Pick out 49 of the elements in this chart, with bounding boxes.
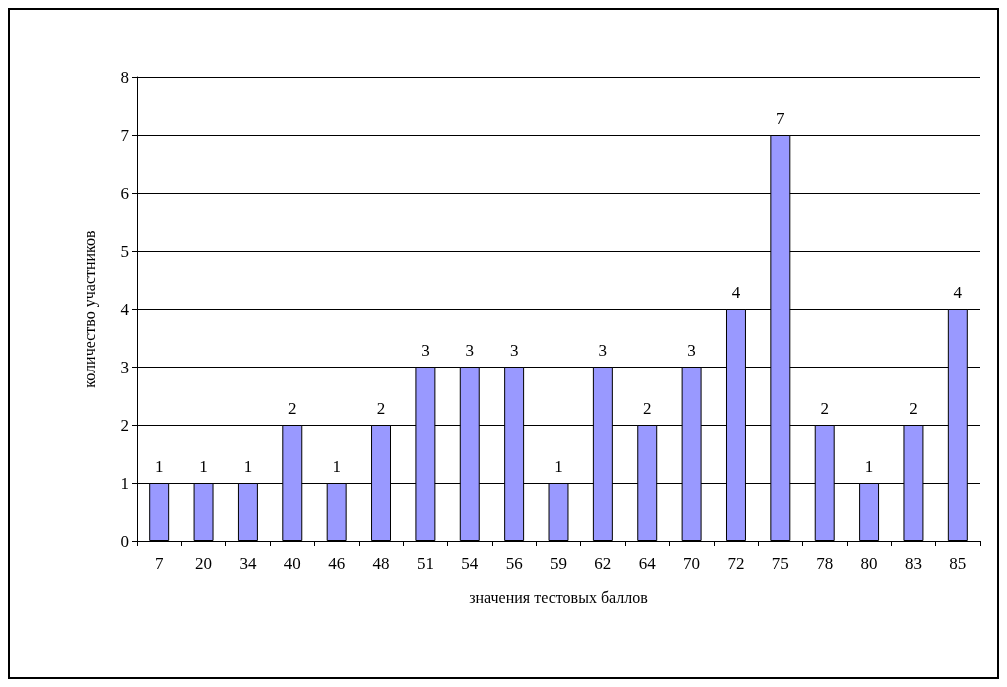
y-tick-label: 2 — [120, 415, 129, 435]
x-tick-label: 83 — [904, 554, 922, 573]
x-tick-label: 7 — [154, 554, 164, 573]
y-tick-label: 3 — [120, 357, 129, 377]
data-label: 3 — [598, 341, 608, 360]
y-axis-title: количество участников — [80, 229, 99, 388]
x-tick-label: 59 — [550, 554, 567, 573]
data-label: 2 — [909, 399, 918, 418]
data-label: 1 — [243, 457, 253, 476]
data-label: 2 — [288, 399, 297, 418]
data-label: 3 — [465, 341, 475, 360]
x-tick-label: 62 — [594, 554, 612, 573]
data-label: 3 — [509, 341, 519, 360]
data-label: 1 — [154, 457, 164, 476]
x-tick-label: 20 — [195, 554, 213, 573]
data-label: 1 — [332, 457, 341, 476]
data-label: 1 — [864, 457, 874, 476]
y-tick-label: 4 — [120, 299, 130, 319]
y-tick-label: 7 — [120, 125, 130, 145]
data-label: 3 — [687, 341, 696, 360]
data-label: 1 — [199, 457, 208, 476]
data-label: 2 — [642, 399, 652, 418]
x-tick-label: 46 — [328, 554, 346, 573]
y-tick-label: 0 — [120, 531, 129, 551]
y-tick-label: 6 — [120, 183, 129, 203]
x-tick-label: 78 — [816, 554, 834, 573]
x-tick-label: 56 — [505, 554, 523, 573]
x-tick-label: 34 — [239, 554, 257, 573]
x-tick-label: 54 — [461, 554, 479, 573]
x-tick-label: 75 — [771, 554, 789, 573]
data-label: 4 — [731, 283, 741, 302]
x-tick-label: 80 — [860, 554, 878, 573]
y-tick-label: 5 — [120, 241, 129, 261]
data-label: 2 — [376, 399, 386, 418]
data-label: 1 — [554, 457, 563, 476]
x-tick-label: 72 — [727, 554, 745, 573]
data-label: 2 — [820, 399, 829, 418]
data-label: 7 — [776, 109, 786, 128]
data-label: 3 — [421, 341, 430, 360]
x-axis-title: значения тестовых баллов — [469, 588, 649, 606]
x-tick-label: 70 — [683, 554, 701, 573]
y-tick-label: 1 — [120, 473, 129, 493]
x-tick-label: 48 — [372, 554, 390, 573]
x-tick-label: 40 — [283, 554, 301, 573]
data-label: 4 — [953, 283, 963, 302]
x-tick-label: 64 — [638, 554, 657, 573]
y-tick-label: 8 — [120, 67, 129, 87]
x-tick-label: 85 — [949, 554, 967, 573]
x-tick-label: 51 — [416, 554, 434, 573]
